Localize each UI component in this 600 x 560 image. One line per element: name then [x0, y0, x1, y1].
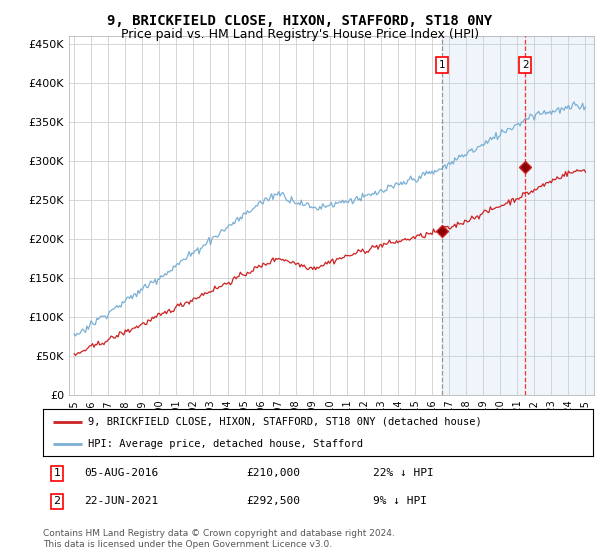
Text: 9, BRICKFIELD CLOSE, HIXON, STAFFORD, ST18 0NY (detached house): 9, BRICKFIELD CLOSE, HIXON, STAFFORD, ST…	[88, 417, 482, 427]
Text: 1: 1	[439, 60, 445, 70]
Text: £210,000: £210,000	[247, 468, 301, 478]
Text: Price paid vs. HM Land Registry's House Price Index (HPI): Price paid vs. HM Land Registry's House …	[121, 28, 479, 41]
Bar	[442, 36, 594, 395]
Text: Contains HM Land Registry data © Crown copyright and database right 2024.
This d: Contains HM Land Registry data © Crown c…	[43, 529, 395, 549]
Text: £292,500: £292,500	[247, 496, 301, 506]
Text: 22% ↓ HPI: 22% ↓ HPI	[373, 468, 434, 478]
Text: 2: 2	[522, 60, 529, 70]
Text: 2: 2	[53, 496, 61, 506]
Text: 05-AUG-2016: 05-AUG-2016	[85, 468, 158, 478]
Text: 1: 1	[53, 468, 61, 478]
Text: 9, BRICKFIELD CLOSE, HIXON, STAFFORD, ST18 0NY: 9, BRICKFIELD CLOSE, HIXON, STAFFORD, ST…	[107, 14, 493, 28]
Text: 22-JUN-2021: 22-JUN-2021	[85, 496, 158, 506]
Text: 9% ↓ HPI: 9% ↓ HPI	[373, 496, 427, 506]
Text: HPI: Average price, detached house, Stafford: HPI: Average price, detached house, Staf…	[88, 438, 363, 449]
